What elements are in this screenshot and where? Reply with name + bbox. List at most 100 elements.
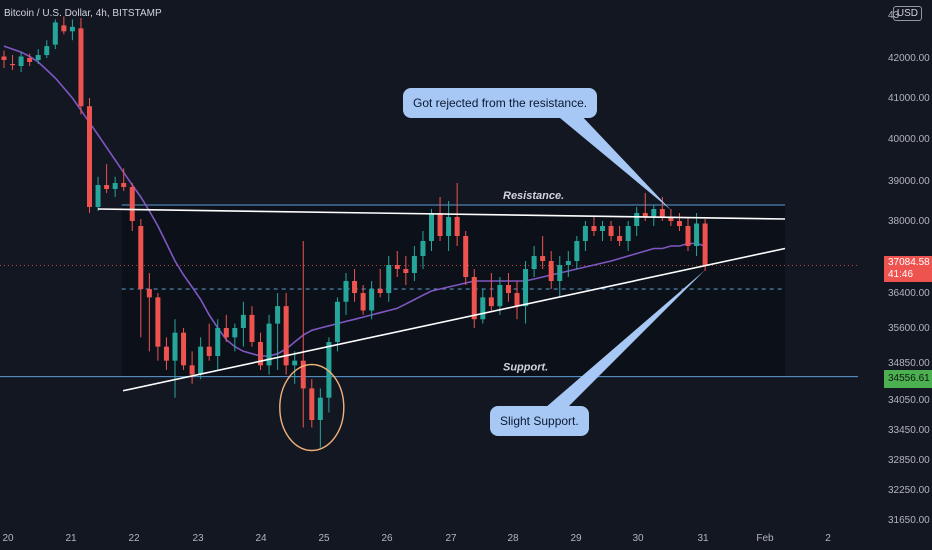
candle-body: [181, 332, 187, 366]
candle-body: [112, 183, 118, 189]
candle-body: [69, 26, 75, 32]
candle-body: [352, 281, 358, 293]
candle-body: [138, 226, 144, 289]
candles-layer: [1, 16, 708, 448]
candle-body: [540, 256, 546, 261]
highlight-circle: [279, 363, 345, 452]
candle: [87, 98, 92, 213]
candle: [480, 289, 486, 324]
candle-body: [548, 261, 554, 281]
candle-body: [326, 342, 332, 398]
candle-body: [232, 328, 238, 338]
candle-body: [18, 56, 24, 66]
y-tick-label: 36400.00: [888, 288, 930, 299]
candle: [283, 293, 289, 375]
x-tick-label: 31: [697, 533, 709, 544]
candle-body: [78, 28, 84, 107]
candle-body: [87, 106, 92, 207]
candle: [326, 337, 332, 413]
candle: [121, 168, 127, 191]
range-zone: [0, 204, 858, 378]
candle-body: [163, 346, 169, 361]
candle: [10, 55, 16, 70]
support-price-tag: 34556.61: [884, 370, 932, 388]
currency-badge[interactable]: USD: [892, 6, 922, 21]
candle-body: [198, 346, 204, 375]
candle: [463, 231, 469, 285]
candle: [112, 176, 118, 197]
candle-body: [685, 226, 691, 246]
candle: [52, 19, 58, 50]
y-tick-label: 32250.00: [888, 485, 930, 496]
candle-body: [437, 213, 443, 236]
candle: [634, 207, 640, 236]
resistance-trendline[interactable]: [98, 208, 786, 220]
candle-body: [292, 360, 298, 366]
resistance-label: Resistance.: [503, 190, 564, 202]
candle: [360, 285, 366, 315]
candle: [702, 219, 708, 271]
candle-body: [300, 360, 306, 389]
candle: [565, 251, 571, 277]
candle-body: [360, 293, 366, 311]
candle: [172, 319, 178, 398]
candle-body: [104, 185, 110, 189]
candle: [27, 53, 33, 66]
last-price-value: 37084.58: [888, 257, 930, 268]
x-tick-label: 29: [570, 533, 582, 544]
candle-body: [266, 323, 272, 366]
candle: [181, 328, 187, 370]
candle-body: [206, 346, 212, 356]
candle: [582, 221, 588, 251]
candle-body: [283, 306, 289, 366]
candle-body: [258, 342, 263, 366]
candle: [617, 226, 623, 246]
candle-body: [523, 269, 529, 307]
candle: [600, 221, 605, 241]
candle: [608, 221, 614, 241]
trendlines-layer[interactable]: Resistance. Support.: [98, 190, 786, 452]
candle: [676, 213, 682, 231]
candle: [523, 261, 529, 324]
candle: [104, 164, 110, 193]
candle-body: [702, 223, 708, 266]
candle-body: [651, 209, 657, 217]
candle: [429, 209, 434, 251]
candle: [206, 323, 212, 361]
candle: [352, 269, 358, 302]
rejected-callout[interactable]: Got rejected from the resistance.: [403, 88, 598, 118]
candle: [411, 246, 417, 281]
candle-body: [480, 297, 486, 320]
range-zone-fill: [121, 205, 785, 377]
candle: [240, 301, 246, 347]
candle-body: [531, 256, 537, 269]
candle-body: [146, 289, 152, 298]
candle-body: [129, 187, 135, 221]
candle: [309, 379, 315, 428]
candle: [471, 269, 477, 328]
candle-body: [454, 217, 460, 236]
x-tick-label: 30: [632, 533, 644, 544]
candle: [437, 197, 443, 241]
y-tick-label: 38000.00: [888, 216, 930, 227]
candle: [377, 269, 383, 298]
candle: [420, 231, 426, 269]
x-tick-label: 23: [192, 533, 204, 544]
candle: [35, 49, 41, 64]
candle-body: [497, 285, 503, 307]
candle-body: [488, 297, 494, 307]
y-tick-label: 40000.00: [888, 134, 930, 145]
candle-body: [565, 261, 571, 265]
candle-body: [343, 281, 349, 302]
candle-body: [429, 213, 434, 241]
candle-body: [505, 285, 511, 293]
candle: [44, 40, 50, 58]
support-label: Support.: [503, 362, 548, 374]
y-tick-label: 32850.00: [888, 455, 930, 466]
x-tick-label: 2: [825, 533, 831, 544]
candle: [249, 306, 255, 347]
slight-support-callout[interactable]: Slight Support.: [490, 406, 589, 436]
last-price-tag: 37084.58 41:46: [884, 256, 932, 282]
support-trendline[interactable]: [122, 247, 786, 392]
